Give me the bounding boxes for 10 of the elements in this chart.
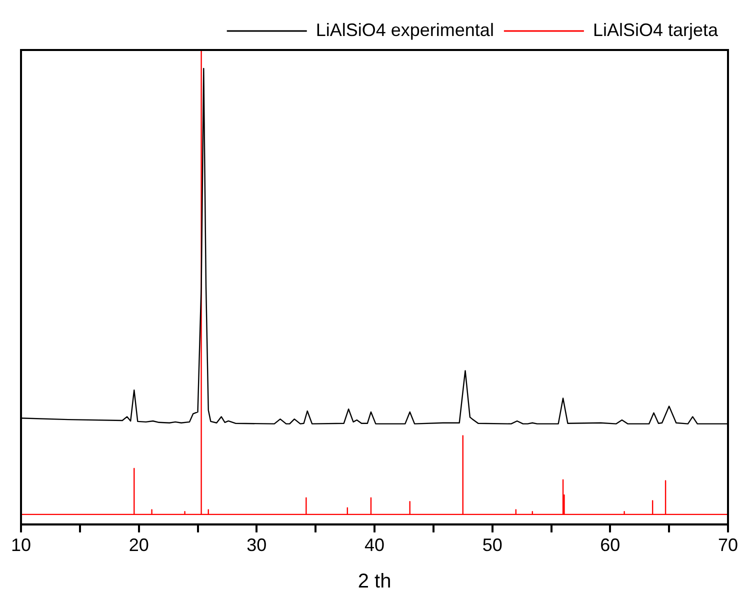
x-tick-label: 50 — [482, 535, 502, 556]
x-tick-label: 60 — [600, 535, 620, 556]
x-tick-label: 10 — [10, 535, 32, 556]
x-axis-title: 2 th — [358, 570, 392, 593]
legend-label: LiAlSiO4 experimental — [316, 20, 494, 40]
x-tick-label: 40 — [364, 535, 385, 556]
x-tick-label: 20 — [128, 535, 149, 556]
legend-label: LiAlSiO4 tarjeta — [592, 20, 719, 40]
x-tick-label: 70 — [718, 535, 738, 556]
x-tick-label: 30 — [246, 535, 267, 556]
